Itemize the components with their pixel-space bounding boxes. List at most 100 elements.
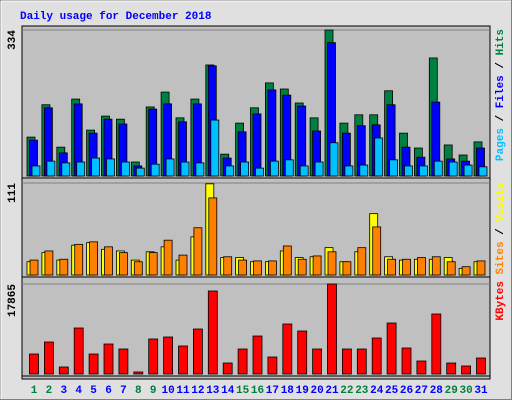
x-tick-label: 15: [236, 385, 250, 397]
bar: [46, 160, 56, 177]
bar: [73, 327, 84, 375]
bar: [163, 239, 173, 276]
y-tick-label: 111: [7, 183, 19, 203]
bar: [416, 360, 427, 375]
bar: [267, 356, 278, 375]
x-tick-label: 13: [206, 385, 220, 397]
bar: [118, 348, 129, 375]
bar: [208, 197, 218, 276]
bar: [446, 362, 457, 375]
bar: [329, 142, 339, 177]
x-tick-label: 10: [161, 385, 174, 397]
bar: [327, 251, 337, 276]
bar: [461, 365, 472, 375]
bar: [253, 260, 262, 276]
x-tick-label: 5: [90, 385, 97, 397]
bar: [31, 165, 41, 177]
legend: Pages / Files / Hits: [495, 29, 507, 161]
bar: [372, 226, 382, 276]
bar: [461, 266, 471, 276]
legend-entry: Hits: [495, 29, 507, 55]
bar: [180, 161, 190, 177]
bar: [133, 371, 144, 375]
bar: [416, 257, 426, 276]
bar: [255, 167, 264, 177]
bar: [446, 261, 456, 276]
bar: [401, 347, 412, 375]
x-tick-label: 29: [445, 385, 458, 397]
bar: [476, 260, 486, 276]
bar: [269, 160, 279, 177]
legend-entry: Pages: [495, 128, 507, 161]
bar: [150, 163, 160, 177]
bar: [448, 161, 458, 177]
bar: [207, 290, 218, 375]
bar: [356, 348, 367, 375]
bar: [463, 164, 473, 177]
bar: [119, 252, 128, 276]
legend: Sites / Visits: [495, 182, 507, 274]
x-tick-label: 28: [430, 385, 444, 397]
bar: [44, 341, 54, 375]
bar: [74, 243, 84, 276]
bar: [359, 164, 369, 177]
x-tick-label: 9: [150, 385, 157, 397]
bar: [297, 105, 307, 177]
bar: [195, 162, 205, 177]
bar: [148, 338, 159, 375]
bar: [61, 162, 71, 177]
x-tick-label: 14: [221, 385, 235, 397]
bar: [374, 137, 384, 177]
chart-title: Daily usage for December 2018: [20, 11, 212, 23]
bar: [431, 313, 442, 375]
bar: [433, 160, 443, 177]
x-tick-label: 18: [281, 385, 295, 397]
bar: [476, 357, 486, 375]
bar: [386, 322, 397, 375]
bar: [135, 167, 145, 177]
x-tick-label: 16: [251, 385, 264, 397]
bar: [240, 161, 250, 177]
bar: [252, 113, 262, 177]
x-tick-label: 2: [46, 385, 53, 397]
bar: [178, 254, 188, 276]
bar: [163, 336, 174, 375]
legend-entry: Files: [495, 75, 507, 108]
legend-entry: KBytes: [495, 281, 507, 321]
x-tick-label: 8: [135, 385, 142, 397]
x-tick-label: 6: [105, 385, 112, 397]
x-tick-label: 30: [459, 385, 472, 397]
bar: [89, 241, 98, 276]
bar: [284, 159, 294, 177]
x-tick-label: 22: [340, 385, 353, 397]
x-tick-label: 27: [415, 385, 428, 397]
bar: [88, 353, 99, 375]
x-tick-label: 12: [191, 385, 204, 397]
bar: [29, 353, 39, 375]
bar: [178, 345, 188, 375]
legend-separator: /: [495, 222, 507, 242]
x-tick-label: 17: [266, 385, 279, 397]
bar: [344, 165, 354, 177]
x-tick-label: 1: [31, 385, 38, 397]
x-tick-label: 21: [325, 385, 339, 397]
bar: [299, 165, 309, 177]
bar: [76, 161, 86, 177]
x-tick-label: 24: [370, 385, 384, 397]
bar: [103, 343, 114, 375]
bar: [389, 159, 399, 177]
bar: [371, 337, 382, 375]
x-tick-label: 25: [385, 385, 399, 397]
bar: [106, 158, 115, 177]
legend-separator: /: [495, 108, 507, 128]
bar: [222, 362, 233, 375]
bar: [312, 255, 322, 276]
bar: [252, 335, 263, 375]
x-tick-label: 20: [310, 385, 323, 397]
bar: [44, 250, 54, 276]
bar: [148, 252, 158, 276]
x-tick-label: 7: [120, 385, 127, 397]
bar: [478, 166, 488, 177]
x-tick-label: 26: [400, 385, 413, 397]
